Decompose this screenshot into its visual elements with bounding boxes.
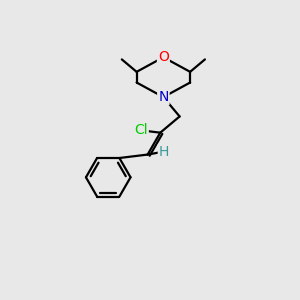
Text: O: O — [158, 50, 169, 64]
Text: Cl: Cl — [134, 123, 148, 137]
Text: H: H — [159, 145, 169, 159]
Text: N: N — [158, 90, 169, 104]
